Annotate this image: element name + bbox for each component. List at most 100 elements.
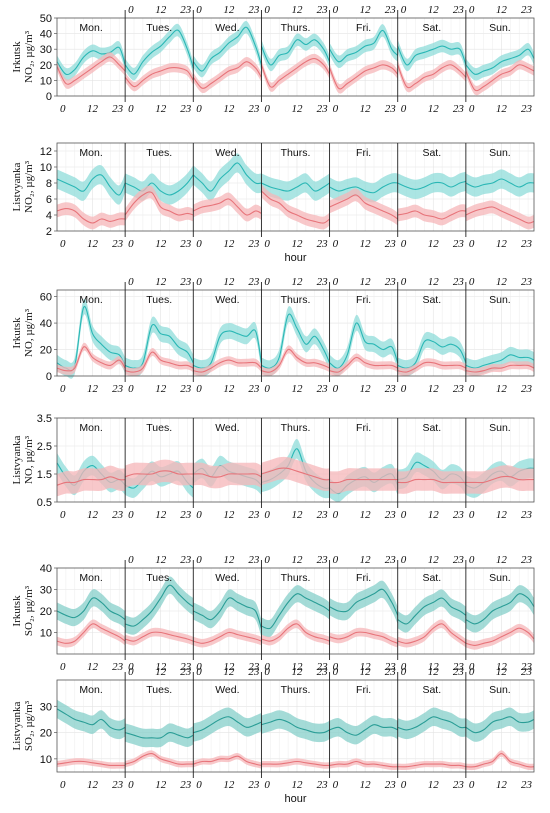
x-tick-label: 12	[87, 661, 99, 673]
x-tick-label: 0	[264, 383, 270, 395]
x-tick-label-top: 12	[360, 276, 372, 288]
x-tick-label: 23	[112, 509, 124, 521]
x-tick-label-top: 12	[155, 276, 167, 288]
x-tick-label: 23	[317, 238, 329, 250]
x-tick-label: 0	[128, 103, 134, 115]
day-label: Sat.	[422, 294, 441, 306]
x-tick-label: 12	[428, 383, 440, 395]
x-tick-label-top: 23	[180, 276, 192, 288]
series-band-cyan	[397, 39, 466, 72]
series-band-cyan	[193, 153, 262, 201]
x-tick-label: 12	[360, 661, 372, 673]
series-band-pink	[261, 53, 330, 92]
x-tick-label: 23	[317, 661, 329, 673]
x-tick-label: 23	[180, 661, 192, 673]
x-tick-label: 23	[112, 238, 124, 250]
x-tick-label-top: 23	[180, 666, 192, 678]
x-tick-label-top: 23	[385, 4, 397, 16]
day-label: Mon.	[79, 684, 102, 696]
y-tick-label: 4	[46, 210, 52, 222]
x-tick-label-top: 12	[360, 666, 372, 678]
y-tick-label: 1.5	[37, 469, 52, 481]
x-tick-label: 23	[521, 238, 533, 250]
day-label: Sun.	[489, 684, 511, 696]
series-line-cyan	[124, 29, 194, 75]
series-line-pink	[193, 473, 262, 478]
x-tick-label: 0	[60, 383, 66, 395]
day-label: Mon.	[79, 294, 102, 306]
x-tick-label-top: 23	[180, 554, 192, 566]
x-tick-label-top: 0	[333, 666, 339, 678]
x-tick-label: 0	[264, 103, 270, 115]
x-tick-label: 0	[128, 779, 134, 791]
series-line-pink	[261, 348, 330, 373]
x-tick-label: 0	[401, 661, 407, 673]
x-tick-label: 23	[317, 509, 329, 521]
series-line-dark_teal	[193, 597, 262, 629]
day-label: Tues.	[146, 684, 172, 696]
series-line-dark_teal	[124, 731, 194, 739]
series-line-pink	[56, 346, 126, 372]
x-tick-label: 0	[333, 238, 339, 250]
day-label: Thurs.	[281, 147, 311, 159]
series-band-cyan	[397, 171, 466, 199]
x-tick-label: 23	[317, 383, 329, 395]
x-tick-label-top: 23	[453, 666, 465, 678]
series-line-dark_teal	[56, 708, 126, 731]
x-tick-label: 23	[453, 103, 465, 115]
x-tick-label-top: 0	[128, 276, 134, 288]
x-tick-label: 0	[196, 779, 202, 791]
x-tick-label: 0	[469, 383, 475, 395]
x-tick-label: 23	[453, 238, 465, 250]
series-band-pink	[465, 750, 534, 771]
series-line-dark_teal	[329, 724, 398, 736]
y-tick-label: 8	[46, 178, 52, 190]
x-tick-label: 0	[196, 103, 202, 115]
series-line-pink	[124, 631, 194, 642]
x-tick-label: 12	[291, 779, 303, 791]
series-band-cyan	[193, 20, 262, 78]
x-tick-label-top: 0	[196, 276, 202, 288]
x-tick-label: 12	[155, 509, 167, 521]
series-band-pink	[57, 342, 126, 375]
series-line-pink	[329, 194, 399, 220]
x-tick-label: 0	[196, 383, 202, 395]
series-line-dark_teal	[397, 597, 467, 625]
series-band-cyan	[57, 298, 126, 379]
series-band-dark_teal	[57, 589, 126, 629]
y-tick-label: 10	[40, 628, 52, 640]
series-line-cyan	[329, 322, 399, 369]
x-tick-label: 0	[333, 509, 339, 521]
x-tick-label-top: 23	[248, 554, 260, 566]
day-label: Mon.	[79, 572, 102, 584]
series-band-pink	[57, 465, 126, 497]
x-tick-label-top: 0	[196, 666, 202, 678]
day-label: Sun.	[489, 147, 511, 159]
series-band-dark_teal	[329, 715, 398, 745]
x-axis-label: hour	[284, 793, 306, 805]
day-label: Fri.	[356, 422, 371, 434]
x-tick-label: 0	[196, 661, 202, 673]
series-band-cyan	[329, 24, 398, 69]
day-label: Tues.	[146, 22, 172, 34]
y-axis-label: ListvyankaNO, µg/m³	[11, 435, 35, 484]
x-tick-label-top: 0	[401, 276, 407, 288]
x-tick-label: 12	[223, 779, 235, 791]
series-line-dark_teal	[124, 584, 194, 627]
x-axis-label: hour	[284, 252, 306, 264]
series-line-cyan	[56, 46, 126, 76]
x-tick-label: 0	[128, 383, 134, 395]
series-line-pink	[193, 755, 262, 766]
x-tick-label-top: 23	[453, 4, 465, 16]
series-band-pink	[329, 188, 398, 226]
x-tick-label: 12	[428, 509, 440, 521]
y-axis-label: IrkutskNO, µg/m³	[11, 308, 35, 357]
x-tick-label: 23	[248, 383, 260, 395]
x-tick-label-top: 23	[453, 554, 465, 566]
series-band-pink	[193, 356, 262, 377]
x-tick-label-top: 0	[128, 554, 134, 566]
x-tick-label: 0	[401, 383, 407, 395]
x-tick-label: 0	[333, 661, 339, 673]
x-tick-label-top: 12	[428, 4, 440, 16]
series-band-pink	[397, 468, 466, 494]
